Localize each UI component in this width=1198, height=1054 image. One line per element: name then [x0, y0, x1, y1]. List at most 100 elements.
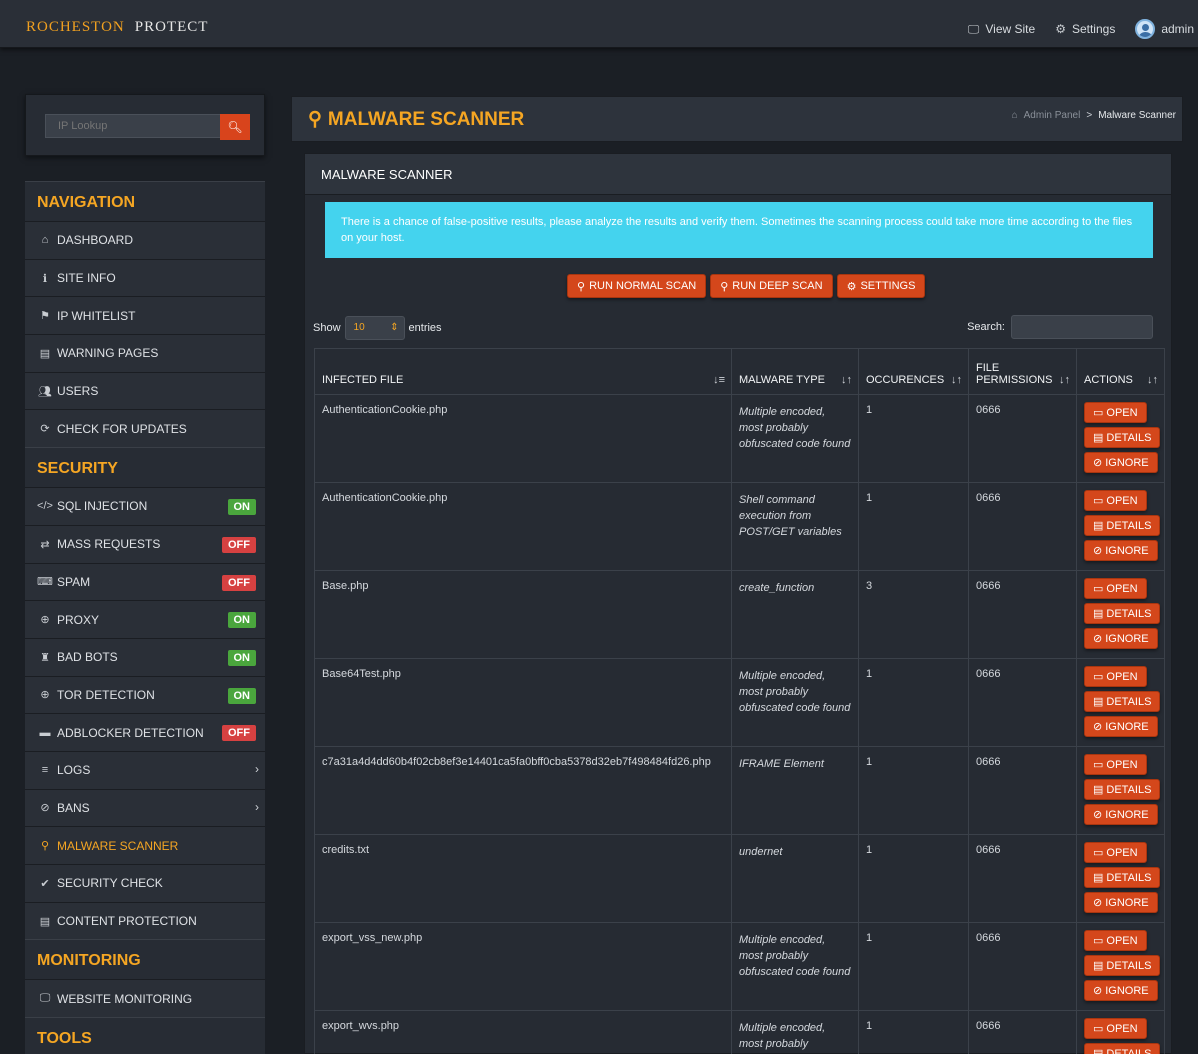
actions-cell: ▭OPEN ▤DETAILS ⊘IGNORE — [1076, 922, 1165, 1011]
ignore-button[interactable]: ⊘ IGNORE — [1084, 452, 1158, 473]
sidebar-item-label: SQL INJECTION — [57, 499, 148, 514]
col-malware-type[interactable]: MALWARE TYPE ↓↑ — [731, 348, 859, 395]
scan-settings-button[interactable]: ⚙ SETTINGS — [836, 274, 926, 298]
sidebar-item-tor-detection[interactable]: ⊕ TOR DETECTION ON — [25, 675, 265, 714]
sidebar-item-malware-scanner[interactable]: ⚲ MALWARE SCANNER — [25, 826, 265, 864]
details-button[interactable]: ▤ DETAILS — [1084, 603, 1161, 624]
details-button[interactable]: ▤ DETAILS — [1084, 1043, 1161, 1054]
button-label: OPEN — [1106, 846, 1138, 859]
status-badge[interactable]: OFF — [222, 536, 256, 553]
button-label: OPEN — [1106, 494, 1138, 507]
details-button[interactable]: ▤ DETAILS — [1084, 691, 1161, 712]
ban-icon: ⊘ — [1093, 633, 1103, 645]
status-badge[interactable]: OFF — [222, 725, 256, 742]
open-button[interactable]: ▭ OPEN — [1084, 1018, 1147, 1039]
sidebar-item-security-check[interactable]: ✔ SECURITY CHECK — [25, 864, 265, 902]
status-badge[interactable]: OFF — [222, 574, 256, 591]
open-button[interactable]: ▭ OPEN — [1084, 666, 1147, 687]
brand-logo[interactable]: ROCHESTON PROTECT — [26, 19, 208, 36]
ignore-button[interactable]: ⊘ IGNORE — [1084, 628, 1158, 649]
ignore-button[interactable]: ⊘ IGNORE — [1084, 804, 1158, 825]
file-icon: ▤ — [1093, 784, 1104, 796]
open-button[interactable]: ▭ OPEN — [1084, 754, 1147, 775]
button-label: DETAILS — [1106, 431, 1152, 444]
panel-title: MALWARE SCANNER — [305, 154, 1171, 195]
ban-icon: ⊘ — [1093, 545, 1103, 557]
sidebar-item-users[interactable]: 👥︎ USERS — [25, 371, 265, 410]
sidebar-item-ip-whitelist[interactable]: ⚑ IP WHITELIST — [25, 296, 265, 335]
col-infected-file[interactable]: INFECTED FILE ↓≡ — [314, 348, 732, 395]
col-actions[interactable]: ACTIONS ↓↑ — [1076, 348, 1165, 395]
search-icon: 🔍︎ — [227, 120, 243, 134]
ip-lookup-input[interactable] — [45, 114, 220, 138]
actions-cell: ▭OPEN ▤DETAILS ⊘IGNORE — [1076, 746, 1165, 835]
status-badge[interactable]: ON — [227, 499, 256, 516]
folder-open-icon: ▭ — [1093, 407, 1104, 419]
details-button[interactable]: ▤ DETAILS — [1084, 779, 1161, 800]
run-normal-scan-button[interactable]: ⚲ RUN NORMAL SCAN — [567, 274, 707, 298]
retweet-icon: ⇄ — [40, 538, 50, 551]
sidebar-item-sql-injection[interactable]: </> SQL INJECTION ON — [25, 487, 265, 525]
button-label: IGNORE — [1105, 720, 1149, 733]
sidebar-item-bad-bots[interactable]: ♜ BAD BOTS ON — [25, 637, 265, 676]
ignore-button[interactable]: ⊘ IGNORE — [1084, 980, 1158, 1001]
infected-file-cell: AuthenticationCookie.php — [314, 394, 732, 483]
malware-type-cell: Multiple encoded, most probably obfuscat… — [731, 1010, 859, 1054]
table-row: export_wvs.php Multiple encoded, most pr… — [314, 1010, 1165, 1054]
open-button[interactable]: ▭ OPEN — [1084, 842, 1147, 863]
scan-buttons: ⚲ RUN NORMAL SCAN ⚲ RUN DEEP SCAN ⚙ SETTING… — [567, 274, 926, 298]
breadcrumb: ⌂ Admin Panel > Malware Scanner — [1012, 110, 1176, 121]
actions-cell: ▭OPEN ▤DETAILS ⊘IGNORE — [1076, 482, 1165, 571]
sidebar-item-site-info[interactable]: ℹ SITE INFO — [25, 258, 265, 297]
sidebar-item-label: LOGS — [57, 763, 91, 778]
view-site-link[interactable]: 🖵 View Site — [968, 22, 1035, 37]
sidebar-item-label: BANS — [57, 800, 90, 815]
details-button[interactable]: ▤ DETAILS — [1084, 515, 1161, 536]
sidebar-item-content-protection[interactable]: ▤ CONTENT PROTECTION — [25, 901, 265, 940]
ignore-button[interactable]: ⊘ IGNORE — [1084, 540, 1158, 561]
settings-link[interactable]: ⚙ Settings — [1055, 22, 1115, 36]
open-button[interactable]: ▭ OPEN — [1084, 930, 1147, 951]
breadcrumb-root[interactable]: Admin Panel — [1023, 110, 1081, 121]
sidebar-item-label: MALWARE SCANNER — [57, 838, 179, 853]
ip-lookup-box: 🔍︎ — [25, 94, 265, 156]
sidebar-item-check-updates[interactable]: ⟳ CHECK FOR UPDATES — [25, 409, 265, 448]
search-input[interactable] — [1011, 315, 1153, 339]
status-badge[interactable]: ON — [227, 649, 256, 666]
open-button[interactable]: ▭ OPEN — [1084, 490, 1147, 511]
ignore-button[interactable]: ⊘ IGNORE — [1084, 716, 1158, 737]
ip-lookup-button[interactable]: 🔍︎ — [220, 114, 250, 140]
status-badge[interactable]: ON — [227, 612, 256, 629]
sidebar: NAVIGATION ⌂ DASHBOARD ℹ SITE INFO ⚑ IP WHI… — [25, 181, 265, 1054]
actions-cell: ▭OPEN ▤DETAILS ⊘IGNORE — [1076, 570, 1165, 659]
sidebar-item-label: WARNING PAGES — [57, 346, 159, 361]
col-file-permissions[interactable]: FILE PERMISSIONS ↓↑ — [968, 348, 1077, 395]
ignore-button[interactable]: ⊘ IGNORE — [1084, 892, 1158, 913]
details-button[interactable]: ▤ DETAILS — [1084, 427, 1161, 448]
sidebar-item-logs[interactable]: ≡ LOGS › — [25, 750, 265, 789]
column-label: OCCURENCES — [866, 374, 945, 386]
file-icon: ▤ — [1093, 520, 1104, 532]
permissions-cell: 0666 — [968, 834, 1077, 923]
sidebar-item-warning-pages[interactable]: ▤ WARNING PAGES — [25, 334, 265, 372]
details-button[interactable]: ▤ DETAILS — [1084, 867, 1161, 888]
run-deep-scan-button[interactable]: ⚲ RUN DEEP SCAN — [710, 274, 833, 298]
open-button[interactable]: ▭ OPEN — [1084, 402, 1147, 423]
table-row: AuthenticationCookie.php Multiple encode… — [314, 394, 1165, 483]
sidebar-item-label: DASHBOARD — [57, 233, 134, 248]
entries-select[interactable]: 10 — [344, 316, 405, 340]
sidebar-item-website-monitoring[interactable]: 🖵 WEBSITE MONITORING — [25, 979, 265, 1018]
col-occurences[interactable]: OCCURENCES ↓↑ — [858, 348, 969, 395]
sidebar-item-spam[interactable]: ⌨ SPAM OFF — [25, 562, 265, 601]
sidebar-item-proxy[interactable]: ⊕ PROXY ON — [25, 600, 265, 638]
brand-product: PROTECT — [134, 19, 209, 35]
sidebar-item-dashboard[interactable]: ⌂ DASHBOARD — [25, 221, 265, 259]
sidebar-item-mass-requests[interactable]: ⇄ MASS REQUESTS OFF — [25, 524, 265, 563]
open-button[interactable]: ▭ OPEN — [1084, 578, 1147, 599]
user-menu[interactable]: admin — [1135, 19, 1194, 39]
details-button[interactable]: ▤ DETAILS — [1084, 955, 1161, 976]
sidebar-item-adblocker-detection[interactable]: ▬ ADBLOCKER DETECTION OFF — [25, 713, 265, 751]
status-badge[interactable]: ON — [227, 687, 256, 704]
sidebar-item-bans[interactable]: ⊘ BANS › — [25, 788, 265, 827]
button-label: IGNORE — [1105, 632, 1149, 645]
